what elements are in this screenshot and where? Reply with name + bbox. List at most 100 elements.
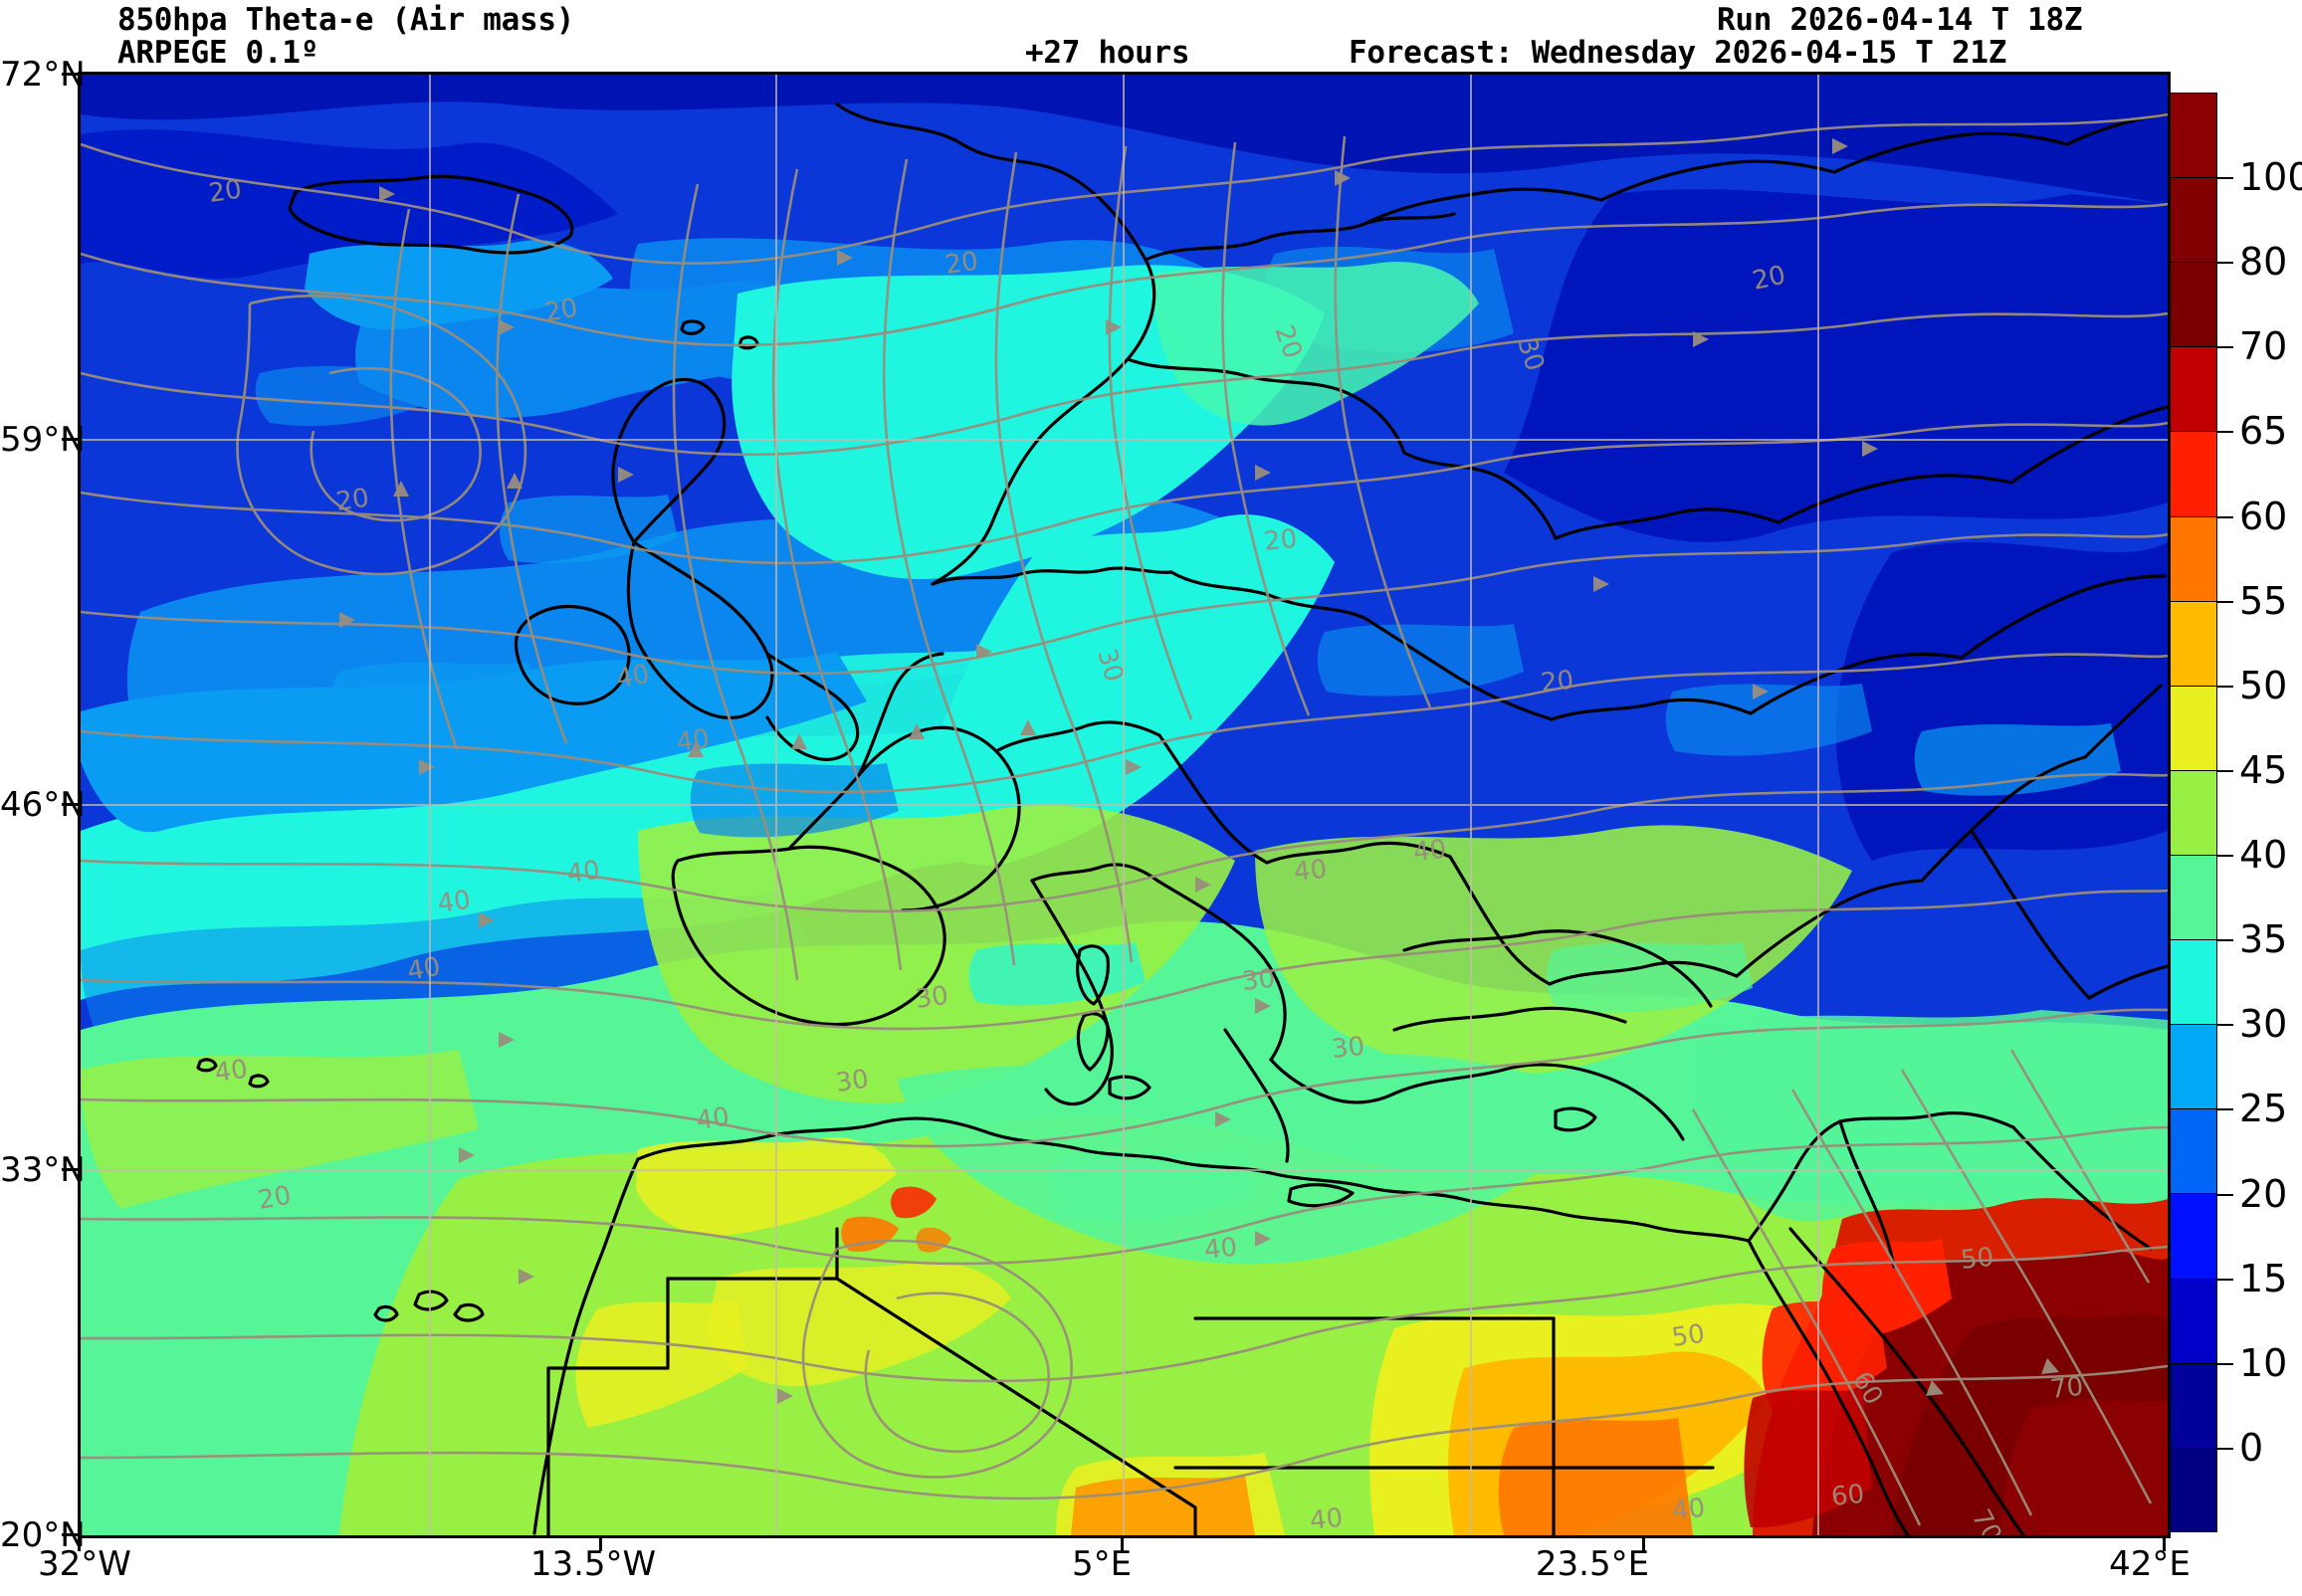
x-axis-label-42e: 42°E xyxy=(2109,1544,2191,1584)
colorbar-tick-label: 40 xyxy=(2239,833,2288,878)
x-axis-label-32w: 32°W xyxy=(38,1544,131,1584)
colorbar-tick-label: 80 xyxy=(2239,240,2288,285)
colorbar-tick-label: 55 xyxy=(2239,578,2288,623)
svg-text:40: 40 xyxy=(614,660,652,695)
map-canvas: 20 20 20 30 20 20 20 20 20 20 40 40 40 xyxy=(81,75,2168,1535)
svg-text:50: 50 xyxy=(1960,1243,1995,1276)
colorbar-tick-label: 50 xyxy=(2239,663,2288,707)
colorbar-tick xyxy=(2217,515,2233,518)
svg-text:70: 70 xyxy=(2049,1372,2085,1405)
colorbar-tick-label: 45 xyxy=(2239,747,2288,792)
colorbar-band xyxy=(2171,432,2216,517)
x-axis-label-5e: 5°E xyxy=(1071,1544,1133,1584)
y-axis-label-46n: 46°N xyxy=(0,785,86,825)
svg-text:20: 20 xyxy=(256,1181,294,1216)
x-tick-5e xyxy=(1121,1535,1124,1551)
y-tick-72n xyxy=(62,73,78,76)
colorbar-band xyxy=(2171,347,2216,433)
svg-text:20: 20 xyxy=(1263,524,1299,557)
model-label: ARPEGE 0.1º xyxy=(117,35,318,71)
colorbar-tick xyxy=(2217,1024,2233,1027)
colorbar-tick xyxy=(2217,769,2233,772)
svg-text:40: 40 xyxy=(1309,1503,1345,1535)
x-tick-32w xyxy=(78,1535,81,1551)
chart-header: 850hpa Theta-e (Air mass) ARPEGE 0.1º Ru… xyxy=(0,0,2302,71)
colorbar-band xyxy=(2171,1279,2216,1364)
colorbar-tick xyxy=(2217,1108,2233,1111)
colorbar-tick-label: 30 xyxy=(2239,1002,2288,1047)
colorbar-band xyxy=(2171,1448,2216,1531)
svg-text:50: 50 xyxy=(1670,1319,1707,1353)
colorbar-tick-label: 65 xyxy=(2239,409,2288,454)
y-tick-20n xyxy=(62,1533,78,1536)
y-tick-59n xyxy=(62,438,78,441)
colorbar-band xyxy=(2171,516,2216,602)
colorbar-tick-label: 70 xyxy=(2239,324,2288,369)
svg-text:20: 20 xyxy=(207,175,244,209)
colorbar-tick-label: 35 xyxy=(2239,917,2288,962)
svg-text:30: 30 xyxy=(1331,1032,1366,1065)
map-plot-area[interactable]: 20 20 20 30 20 20 20 20 20 20 40 40 40 xyxy=(78,72,2171,1538)
colorbar-band xyxy=(2171,940,2216,1026)
colorbar-tick xyxy=(2217,600,2233,603)
x-axis-label-23-5e: 23.5°E xyxy=(1535,1544,1650,1584)
svg-text:40: 40 xyxy=(213,1055,250,1089)
svg-text:30: 30 xyxy=(1241,964,1277,997)
svg-text:40: 40 xyxy=(436,886,473,919)
y-axis-label-59n: 59°N xyxy=(0,420,86,460)
svg-text:30: 30 xyxy=(834,1065,871,1098)
svg-text:20: 20 xyxy=(1540,666,1575,698)
svg-text:30: 30 xyxy=(914,981,950,1015)
colorbar-tick xyxy=(2217,685,2233,688)
colorbar-tick xyxy=(2217,855,2233,858)
colorbar-band xyxy=(2171,263,2216,348)
colorbar-tick-label: 10 xyxy=(2239,1340,2288,1385)
svg-text:40: 40 xyxy=(1671,1494,1707,1526)
svg-text:40: 40 xyxy=(565,856,602,890)
colorbar-band xyxy=(2171,1109,2216,1195)
colorbar-band xyxy=(2171,770,2216,856)
colorbar-tick xyxy=(2217,262,2233,265)
x-tick-42e xyxy=(2163,1535,2166,1551)
colorbar-tick-label: 0 xyxy=(2239,1425,2264,1470)
colorbar-band xyxy=(2171,686,2216,771)
colorbar-tick-label: 100 xyxy=(2239,155,2302,200)
run-time-label: Run 2026-04-14 T 18Z xyxy=(1717,2,2083,38)
x-tick-23-5e xyxy=(1642,1535,1645,1551)
theta-e-field: 20 20 20 30 20 20 20 20 20 20 40 40 40 xyxy=(81,75,2168,1535)
colorbar-tick xyxy=(2217,1362,2233,1365)
lead-time-label: +27 hours xyxy=(1025,35,1190,71)
y-tick-33n xyxy=(62,1168,78,1171)
y-tick-46n xyxy=(62,803,78,806)
svg-text:20: 20 xyxy=(542,294,580,328)
svg-text:20: 20 xyxy=(1750,261,1788,297)
colorbar-tick xyxy=(2217,1278,2233,1281)
colorbar-tick-label: 25 xyxy=(2239,1087,2288,1131)
colorbar-band xyxy=(2171,94,2216,179)
colorbar-tick xyxy=(2217,177,2233,180)
colorbar-tick xyxy=(2217,346,2233,349)
svg-text:40: 40 xyxy=(695,1102,732,1136)
forecast-time-label: Forecast: Wednesday 2026-04-15 T 21Z xyxy=(1349,35,2007,71)
svg-text:60: 60 xyxy=(1830,1480,1866,1512)
svg-text:40: 40 xyxy=(405,952,443,987)
colorbar-tick xyxy=(2217,1447,2233,1450)
svg-text:40: 40 xyxy=(1203,1233,1239,1266)
y-axis-label-72n: 72°N xyxy=(0,55,86,95)
colorbar-band xyxy=(2171,601,2216,687)
colorbar-tick xyxy=(2217,431,2233,434)
colorbar-tick-label: 15 xyxy=(2239,1256,2288,1300)
svg-text:20: 20 xyxy=(943,247,980,281)
svg-text:20: 20 xyxy=(334,484,371,517)
y-axis-label-33n: 33°N xyxy=(0,1150,86,1190)
colorbar-tick xyxy=(2217,1193,2233,1196)
colorbar[interactable] xyxy=(2170,93,2217,1532)
colorbar-band xyxy=(2171,1194,2216,1280)
colorbar-tick-label: 20 xyxy=(2239,1171,2288,1216)
colorbar-tick-label: 60 xyxy=(2239,494,2288,538)
svg-text:40: 40 xyxy=(675,724,712,758)
colorbar-tick xyxy=(2217,939,2233,942)
svg-text:40: 40 xyxy=(1293,855,1329,888)
chart-title: 850hpa Theta-e (Air mass) xyxy=(117,2,575,38)
